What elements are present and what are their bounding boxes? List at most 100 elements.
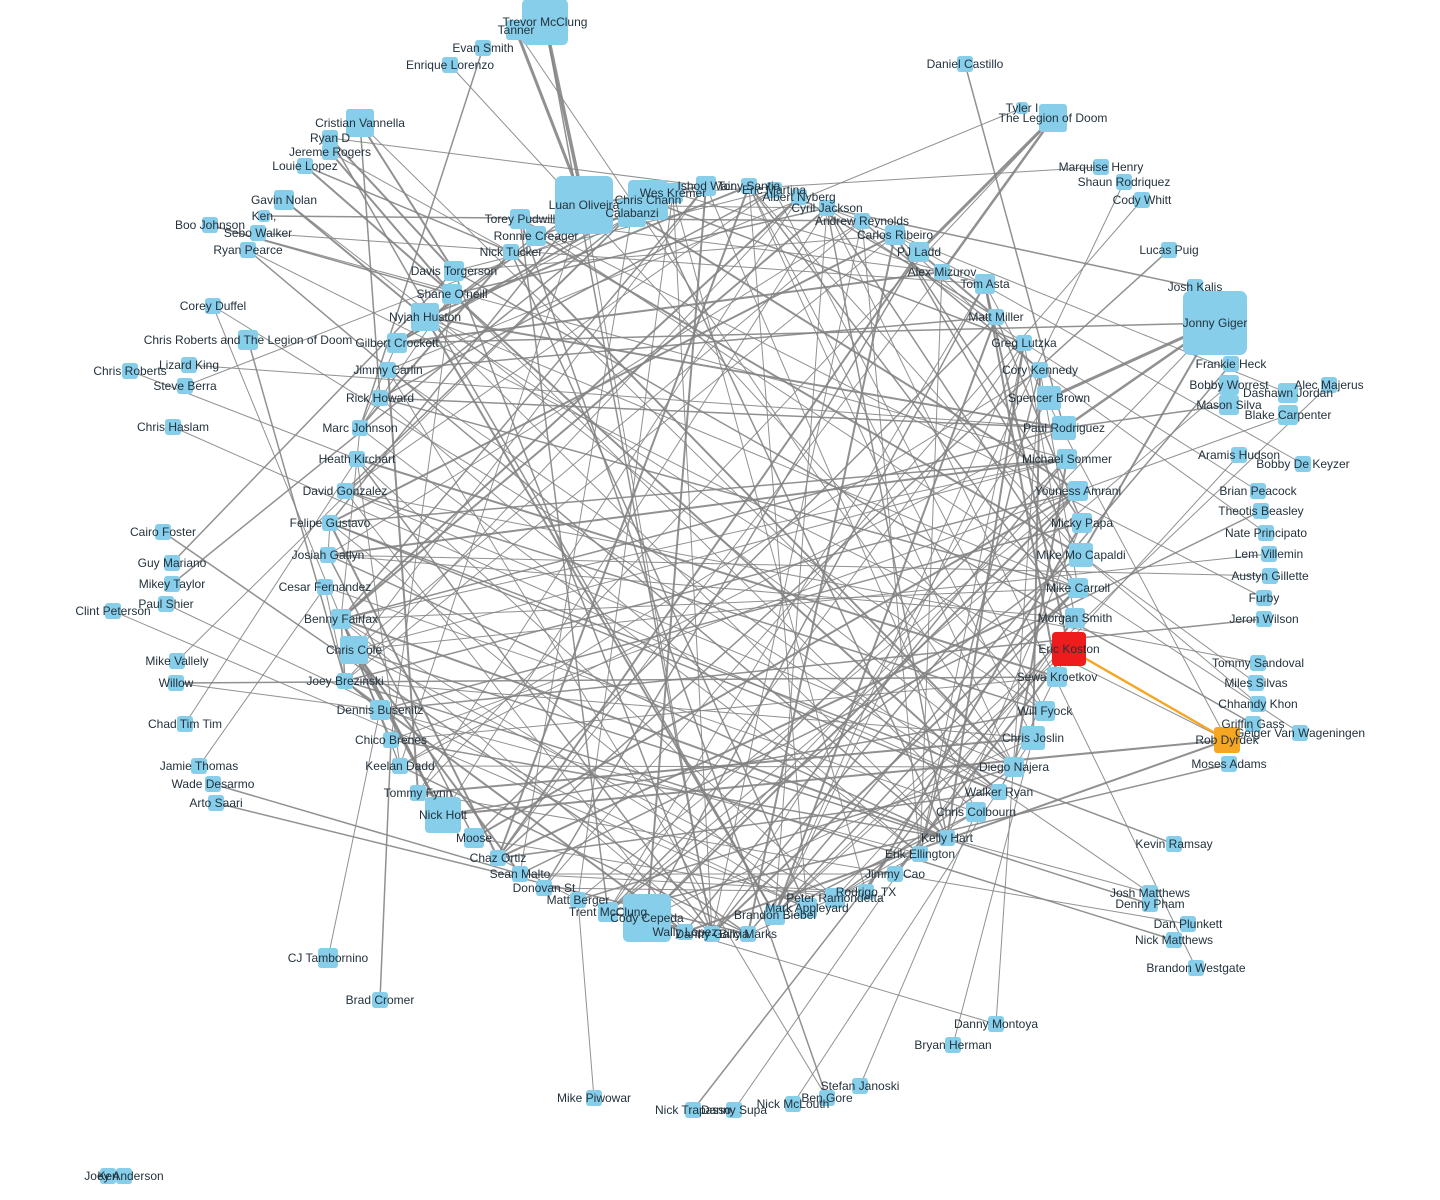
svg-text:Torey Pudwill: Torey Pudwill: [485, 212, 556, 226]
svg-text:Chris Roberts and The Legion o: Chris Roberts and The Legion of Doom: [144, 333, 353, 347]
svg-text:Marc Johnson: Marc Johnson: [322, 421, 397, 435]
svg-text:Kevin Ramsay: Kevin Ramsay: [1135, 837, 1212, 851]
svg-text:Kelly Hart: Kelly Hart: [921, 831, 974, 845]
svg-text:Tanner: Tanner: [498, 23, 535, 37]
svg-text:Frankie Heck: Frankie Heck: [1196, 357, 1268, 371]
svg-text:Matt Miller: Matt Miller: [968, 310, 1023, 324]
svg-text:Nick Matthews: Nick Matthews: [1135, 933, 1213, 947]
svg-text:Cory Kennedy: Cory Kennedy: [1002, 363, 1078, 377]
svg-text:Nick McLouth: Nick McLouth: [757, 1097, 830, 1111]
svg-text:Sebo Walker: Sebo Walker: [224, 226, 292, 240]
svg-text:Daniel Castillo: Daniel Castillo: [927, 57, 1004, 71]
svg-text:Benny Fairfax: Benny Fairfax: [304, 612, 378, 626]
svg-text:Erik Ellington: Erik Ellington: [885, 847, 955, 861]
svg-text:Austyn Gillette: Austyn Gillette: [1231, 569, 1309, 583]
svg-text:Cody Whitt: Cody Whitt: [1113, 193, 1172, 207]
svg-text:Davis Torgerson: Davis Torgerson: [411, 264, 497, 278]
svg-text:Cody Cepeda: Cody Cepeda: [610, 911, 684, 925]
svg-text:Bobby De Keyzer: Bobby De Keyzer: [1256, 457, 1349, 471]
svg-text:Willow: Willow: [159, 676, 194, 690]
svg-text:Cairo Foster: Cairo Foster: [130, 525, 196, 539]
svg-text:Jimmy Carlin: Jimmy Carlin: [353, 363, 422, 377]
svg-text:Lem Villemin: Lem Villemin: [1235, 547, 1303, 561]
svg-text:Mike Piwowar: Mike Piwowar: [557, 1091, 631, 1105]
svg-text:Miles Silvas: Miles Silvas: [1224, 676, 1287, 690]
svg-text:Ronnie Creager: Ronnie Creager: [494, 229, 579, 243]
svg-text:Shane O'neill: Shane O'neill: [416, 287, 487, 301]
svg-text:Nyjah Huston: Nyjah Huston: [389, 310, 461, 324]
svg-text:Jamie Thomas: Jamie Thomas: [160, 759, 238, 773]
svg-text:Ryan Pearce: Ryan Pearce: [213, 243, 283, 257]
svg-text:Chad Tim Tim: Chad Tim Tim: [148, 717, 222, 731]
svg-text:Nick Trapasso: Nick Trapasso: [655, 1103, 731, 1117]
svg-text:Josh Kalis: Josh Kalis: [1168, 280, 1223, 294]
svg-text:Rob Dyrdek: Rob Dyrdek: [1195, 733, 1259, 747]
svg-text:Morgan Smith: Morgan Smith: [1038, 611, 1113, 625]
svg-text:Brad Cromer: Brad Cromer: [346, 993, 415, 1007]
svg-text:Brian Peacock: Brian Peacock: [1219, 484, 1297, 498]
svg-text:Blake Carpenter: Blake Carpenter: [1245, 408, 1332, 422]
svg-text:Mikey Taylor: Mikey Taylor: [139, 577, 205, 591]
svg-text:Furby: Furby: [1249, 591, 1280, 605]
svg-text:Calabanzi: Calabanzi: [605, 206, 658, 220]
svg-text:Wade Desarmo: Wade Desarmo: [172, 777, 255, 791]
svg-text:Evan Smith: Evan Smith: [452, 41, 513, 55]
svg-text:Eric Koston: Eric Koston: [1038, 642, 1099, 656]
svg-text:Steve Berra: Steve Berra: [153, 379, 217, 393]
svg-text:Chico Brenes: Chico Brenes: [355, 733, 427, 747]
svg-text:Keelan Dadd: Keelan Dadd: [365, 759, 434, 773]
svg-text:CJ Tambornino: CJ Tambornino: [288, 951, 369, 965]
svg-text:Sewa Kroetkov: Sewa Kroetkov: [1017, 670, 1098, 684]
svg-text:Billy Marks: Billy Marks: [719, 927, 777, 941]
svg-text:Louie Lopez: Louie Lopez: [272, 159, 337, 173]
svg-text:Tommy Fynn: Tommy Fynn: [384, 786, 453, 800]
svg-text:Mike Carroll: Mike Carroll: [1046, 581, 1110, 595]
svg-text:Enrique Lorenzo: Enrique Lorenzo: [406, 58, 494, 72]
svg-text:Walker Ryan: Walker Ryan: [965, 785, 1033, 799]
svg-text:Nick Holt: Nick Holt: [419, 808, 468, 822]
svg-text:Joey Brezinski: Joey Brezinski: [306, 674, 383, 688]
svg-text:Chris Haslam: Chris Haslam: [137, 420, 209, 434]
svg-text:Joey Anderson: Joey Anderson: [84, 1169, 163, 1183]
svg-text:Heath Kirchart: Heath Kirchart: [319, 452, 396, 466]
svg-text:Chris Roberts: Chris Roberts: [93, 364, 166, 378]
svg-text:Clint Peterson: Clint Peterson: [75, 604, 150, 618]
svg-text:Moses Adams: Moses Adams: [1191, 757, 1266, 771]
svg-text:David Gonzalez: David Gonzalez: [303, 484, 388, 498]
svg-text:Chris Colbourn: Chris Colbourn: [936, 805, 1016, 819]
svg-text:Cesar Fernandez: Cesar Fernandez: [279, 580, 372, 594]
svg-text:Micky Papa: Micky Papa: [1051, 516, 1113, 530]
svg-text:Rick Howard: Rick Howard: [346, 391, 414, 405]
svg-text:Mike Vallely: Mike Vallely: [145, 654, 208, 668]
svg-text:Diego Najera: Diego Najera: [979, 760, 1049, 774]
svg-text:Denny Pham: Denny Pham: [1115, 897, 1184, 911]
svg-text:Ken,: Ken,: [252, 209, 277, 223]
svg-text:Spencer Brown: Spencer Brown: [1008, 391, 1090, 405]
svg-text:Tom Asta: Tom Asta: [960, 277, 1010, 291]
svg-text:Chhandy Khon: Chhandy Khon: [1218, 697, 1297, 711]
svg-text:Theotis Beasley: Theotis Beasley: [1218, 504, 1303, 518]
svg-text:Carlos Ribeiro: Carlos Ribeiro: [857, 228, 933, 242]
svg-text:The Legion of Doom: The Legion of Doom: [999, 111, 1108, 125]
svg-text:Will Fyock: Will Fyock: [1018, 704, 1074, 718]
svg-text:Nate Principato: Nate Principato: [1225, 526, 1307, 540]
svg-text:Tommy Sandoval: Tommy Sandoval: [1212, 656, 1304, 670]
svg-text:Lucas Puig: Lucas Puig: [1139, 243, 1198, 257]
svg-text:Jimmy Cao: Jimmy Cao: [865, 867, 925, 881]
svg-text:Greg Lutzka: Greg Lutzka: [991, 336, 1057, 350]
svg-text:Brandon Westgate: Brandon Westgate: [1146, 961, 1246, 975]
svg-text:Felipe Gustavo: Felipe Gustavo: [290, 516, 371, 530]
svg-text:Chris Chann: Chris Chann: [615, 193, 682, 207]
svg-text:Jonny Giger: Jonny Giger: [1183, 316, 1248, 330]
svg-text:Marquise Henry: Marquise Henry: [1059, 160, 1144, 174]
svg-text:PJ Ladd: PJ Ladd: [897, 245, 941, 259]
svg-text:Danny Montoya: Danny Montoya: [954, 1017, 1038, 1031]
svg-text:Josiah Gatlyn: Josiah Gatlyn: [292, 548, 365, 562]
svg-text:Moose: Moose: [456, 831, 492, 845]
svg-text:Paul Rodriguez: Paul Rodriguez: [1023, 421, 1105, 435]
svg-text:Lizard King: Lizard King: [159, 358, 219, 372]
svg-text:Guy Mariano: Guy Mariano: [138, 556, 207, 570]
svg-text:Dan Plunkett: Dan Plunkett: [1154, 917, 1223, 931]
svg-text:Chris Cole: Chris Cole: [326, 643, 382, 657]
svg-text:Mike Mo Capaldi: Mike Mo Capaldi: [1036, 548, 1125, 562]
